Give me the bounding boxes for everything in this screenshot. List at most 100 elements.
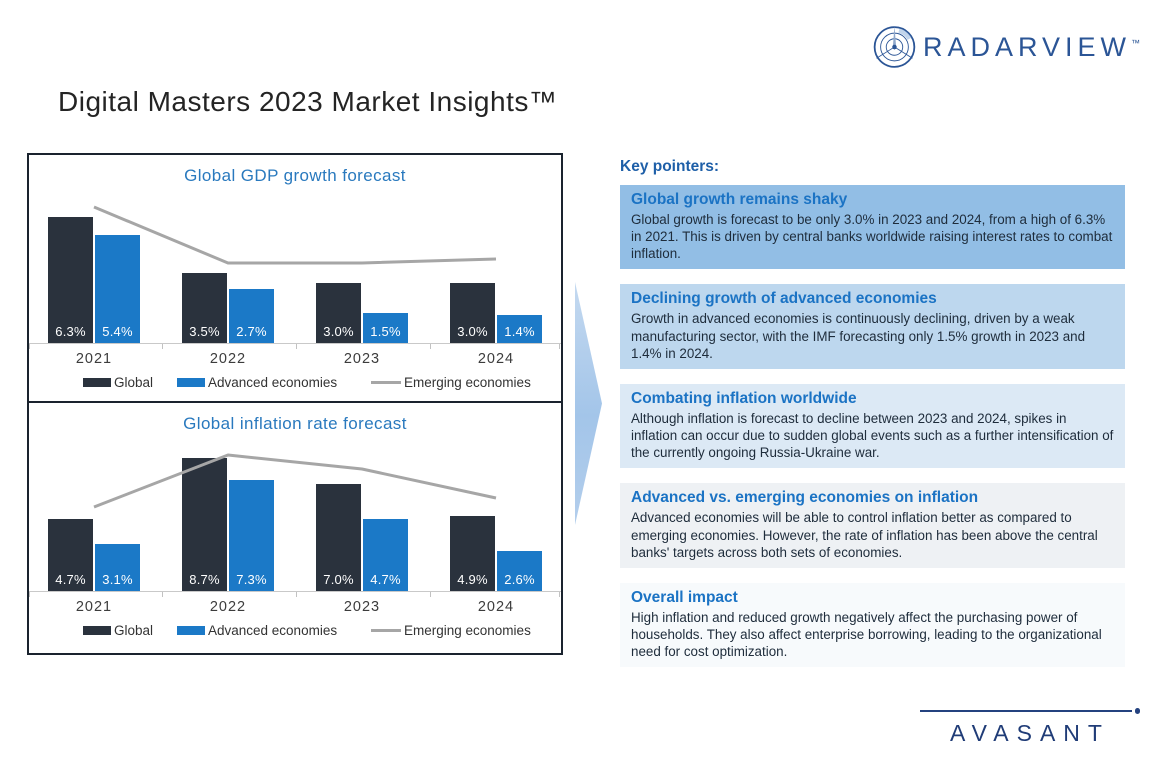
chart-legend: Global Advanced economies Emerging economi…	[29, 375, 561, 395]
radar-icon	[873, 26, 916, 68]
legend-item: Emerging economies	[371, 375, 531, 390]
global-bar-2022: 3.5%	[182, 273, 227, 343]
axis-tick	[162, 344, 163, 349]
flow-arrow-shape	[575, 282, 602, 525]
chart-legend: Global Advanced economies Emerging economi…	[29, 623, 561, 643]
legend-item: Advanced economies	[177, 623, 337, 638]
pointer-card: Declining growth of advanced economies Gr…	[620, 284, 1125, 369]
advanced-bar-2024: 1.4%	[497, 315, 542, 343]
pointer-card: Combating inflation worldwide Although in…	[620, 383, 1125, 469]
legend-item: Global	[83, 623, 153, 638]
radarview-wordmark: RADARVIEW™	[922, 31, 1140, 62]
avasant-logo: AVASANT	[920, 708, 1140, 747]
bar-value-label: 4.7%	[370, 572, 401, 587]
legend-label: Global	[114, 375, 154, 390]
pointer-card-body: Advanced economies will be able to contr…	[631, 510, 1098, 560]
pointer-card: Overall impact High inflation and reduced…	[620, 582, 1125, 668]
legend-line-swatch-icon	[371, 381, 401, 384]
legend-label: Advanced economies	[208, 623, 338, 638]
year-label: 2024	[477, 351, 515, 367]
global-bar-2023: 3.0%	[316, 283, 361, 343]
bar-value-label: 5.4%	[102, 324, 133, 339]
gdp-growth-chart: Global GDP growth forecast 6.3% 5.4% 3.5% 2.…	[27, 153, 563, 403]
year-label: 2023	[343, 351, 381, 367]
pointer-card: Advanced vs. emerging economies on infla…	[620, 483, 1125, 568]
x-axis	[29, 591, 561, 592]
axis-tick	[430, 344, 431, 349]
bar-value-label: 3.5%	[189, 324, 220, 339]
radarview-tm: ™	[1131, 37, 1140, 48]
radarview-logo: RADARVIEW™	[872, 18, 1140, 76]
x-axis	[29, 343, 561, 344]
legend-label: Emerging economies	[404, 623, 531, 638]
year-label: 2023	[343, 599, 381, 615]
global-bar-2021: 4.7%	[48, 519, 93, 591]
advanced-bar-2022: 2.7%	[229, 289, 274, 343]
advanced-bar-2021: 5.4%	[95, 235, 140, 343]
pointer-card-title: Declining growth of advanced economies	[631, 290, 937, 308]
year-label: 2022	[209, 351, 247, 367]
key-pointers-panel: Key pointers: Global growth remains shak…	[620, 158, 1125, 682]
pointer-card-body: Global growth is forecast to be only 3.0…	[631, 212, 1113, 262]
bar-value-label: 7.3%	[236, 572, 267, 587]
pointer-card-body: High inflation and reduced growth negati…	[631, 609, 1102, 660]
pointer-card-title: Overall impact	[631, 588, 738, 606]
legend-label: Emerging economies	[404, 375, 531, 390]
global-bar-2024: 4.9%	[450, 516, 495, 591]
legend-bar-swatch-icon	[83, 378, 111, 387]
axis-tick	[29, 344, 30, 349]
axis-tick	[162, 592, 163, 597]
bar-value-label: 4.9%	[457, 572, 488, 587]
bar-value-label: 1.4%	[504, 324, 535, 339]
bar-value-label: 3.1%	[102, 572, 133, 587]
chart-plot-area: 4.7% 3.1% 8.7% 7.3% 7.0% 4.7% 4.9% 2.6%	[29, 403, 561, 591]
bar-value-label: 2.7%	[236, 324, 267, 339]
pointer-card-body: Growth in advanced economies is continuo…	[631, 311, 1086, 361]
key-pointers-heading: Key pointers:	[620, 158, 720, 175]
advanced-bar-2022: 7.3%	[229, 480, 274, 591]
global-bar-2021: 6.3%	[48, 217, 93, 343]
global-bar-2022: 8.7%	[182, 458, 227, 591]
legend-bar-swatch-icon	[177, 378, 205, 387]
chart-title: Global inflation rate forecast	[183, 414, 407, 433]
advanced-bar-2021: 3.1%	[95, 544, 140, 591]
advanced-bar-2023: 4.7%	[363, 519, 408, 591]
bar-value-label: 3.0%	[457, 324, 488, 339]
axis-tick	[559, 344, 560, 349]
axis-tick	[29, 592, 30, 597]
chart-plot-area: 6.3% 5.4% 3.5% 2.7% 3.0% 1.5% 3.0% 1.4%	[29, 155, 561, 343]
axis-tick	[430, 592, 431, 597]
bar-value-label: 6.3%	[55, 324, 86, 339]
advanced-bar-2024: 2.6%	[497, 551, 542, 591]
page-title: Digital Masters 2023 Market Insights™	[58, 86, 558, 117]
year-label: 2021	[75, 599, 113, 615]
legend-label: Advanced economies	[208, 375, 338, 390]
global-bar-2024: 3.0%	[450, 283, 495, 343]
avasant-wordmark: AVASANT	[950, 720, 1110, 746]
year-label: 2021	[75, 351, 113, 367]
axis-tick	[559, 592, 560, 597]
pointer-card: Global growth remains shaky Global growth…	[620, 185, 1125, 270]
chart-title: Global GDP growth forecast	[184, 166, 406, 185]
year-label: 2024	[477, 599, 515, 615]
legend-item: Emerging economies	[371, 623, 531, 638]
key-pointers-cards: Global growth remains shaky Global growth…	[620, 185, 1125, 668]
avasant-rule-icon	[920, 708, 1140, 714]
pointer-card-title: Global growth remains shaky	[631, 191, 848, 208]
legend-item: Advanced economies	[177, 375, 337, 390]
year-label: 2022	[209, 599, 247, 615]
axis-tick	[296, 344, 297, 349]
bar-value-label: 2.6%	[504, 572, 535, 587]
inflation-rate-chart: Global inflation rate forecast 4.7% 3.1% 8.…	[27, 401, 563, 655]
bar-value-label: 8.7%	[189, 572, 220, 587]
pointer-card-title: Combating inflation worldwide	[631, 389, 857, 407]
pointer-card-title: Advanced vs. emerging economies on infla…	[631, 489, 979, 507]
global-bar-2023: 7.0%	[316, 484, 361, 591]
legend-label: Global	[114, 623, 154, 638]
legend-item: Global	[83, 375, 153, 390]
advanced-bar-2023: 1.5%	[363, 313, 408, 343]
legend-bar-swatch-icon	[83, 626, 111, 635]
bar-value-label: 1.5%	[370, 324, 401, 339]
pointer-card-body: Although inflation is forecast to declin…	[631, 410, 1114, 461]
legend-bar-swatch-icon	[177, 626, 205, 635]
